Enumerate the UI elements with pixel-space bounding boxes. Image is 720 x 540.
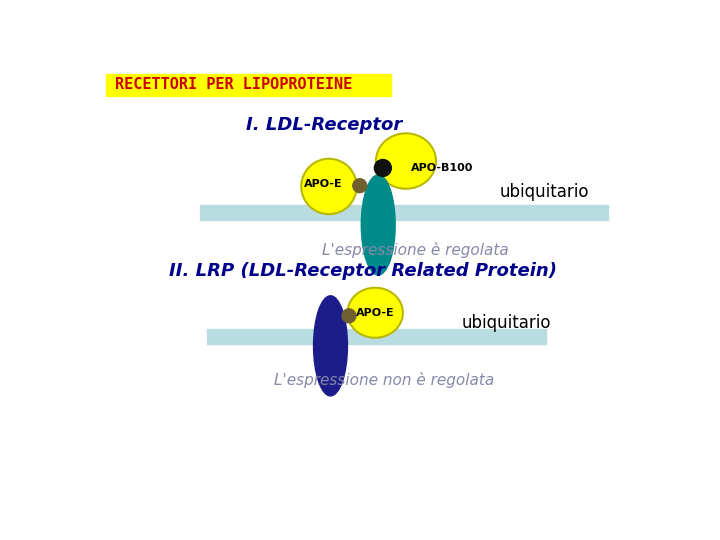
Text: RECETTORI PER LIPOPROTEINE: RECETTORI PER LIPOPROTEINE — [115, 77, 352, 92]
Text: APO-E: APO-E — [304, 179, 342, 189]
Ellipse shape — [361, 175, 395, 275]
Ellipse shape — [374, 159, 392, 177]
Text: APO-E: APO-E — [356, 308, 395, 318]
Ellipse shape — [342, 309, 356, 323]
Text: ubiquitario: ubiquitario — [462, 314, 551, 332]
Ellipse shape — [301, 159, 356, 214]
Bar — [199, 205, 608, 220]
Ellipse shape — [376, 133, 436, 189]
Text: L'espressione non è regolata: L'espressione non è regolata — [274, 373, 495, 388]
Text: APO-B100: APO-B100 — [411, 163, 474, 173]
FancyBboxPatch shape — [106, 74, 390, 96]
Text: L'espressione è regolata: L'espressione è regolata — [322, 241, 508, 258]
Text: ubiquitario: ubiquitario — [500, 183, 590, 201]
Ellipse shape — [348, 288, 403, 338]
Text: II. LRP (LDL-Receptor Related Protein): II. LRP (LDL-Receptor Related Protein) — [168, 262, 557, 280]
Ellipse shape — [353, 179, 366, 193]
Text: I. LDL-Receptor: I. LDL-Receptor — [246, 116, 402, 134]
Ellipse shape — [314, 296, 348, 396]
Bar — [207, 329, 546, 345]
